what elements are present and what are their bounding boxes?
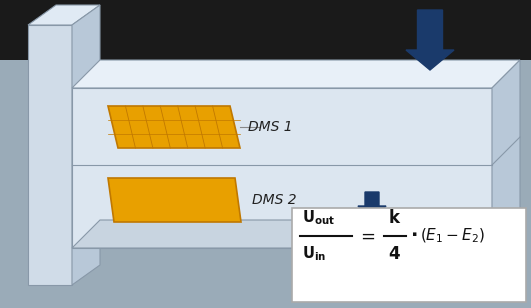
- FancyArrow shape: [358, 192, 386, 222]
- FancyBboxPatch shape: [292, 208, 526, 302]
- Text: $\mathbf{4}$: $\mathbf{4}$: [388, 245, 401, 263]
- Polygon shape: [108, 106, 240, 148]
- Polygon shape: [72, 220, 520, 248]
- Text: $=$: $=$: [357, 227, 375, 245]
- Polygon shape: [72, 88, 492, 248]
- Polygon shape: [0, 60, 531, 308]
- Polygon shape: [28, 5, 100, 25]
- Polygon shape: [108, 178, 241, 222]
- Text: $\mathbf{U}_{\mathbf{out}}$: $\mathbf{U}_{\mathbf{out}}$: [302, 209, 335, 227]
- Polygon shape: [492, 60, 520, 248]
- Polygon shape: [28, 25, 72, 285]
- Polygon shape: [72, 60, 520, 88]
- Text: $(E_1 - E_2)$: $(E_1 - E_2)$: [420, 227, 485, 245]
- Text: DMS 1: DMS 1: [248, 120, 293, 134]
- FancyArrow shape: [406, 10, 454, 70]
- Text: $\mathbf{U}_{\mathbf{in}}$: $\mathbf{U}_{\mathbf{in}}$: [302, 245, 326, 263]
- Text: $\mathbf{k}$: $\mathbf{k}$: [388, 209, 401, 227]
- Text: $\boldsymbol{\cdot}$: $\boldsymbol{\cdot}$: [410, 225, 417, 244]
- Text: DMS 2: DMS 2: [252, 193, 297, 207]
- Polygon shape: [72, 5, 100, 285]
